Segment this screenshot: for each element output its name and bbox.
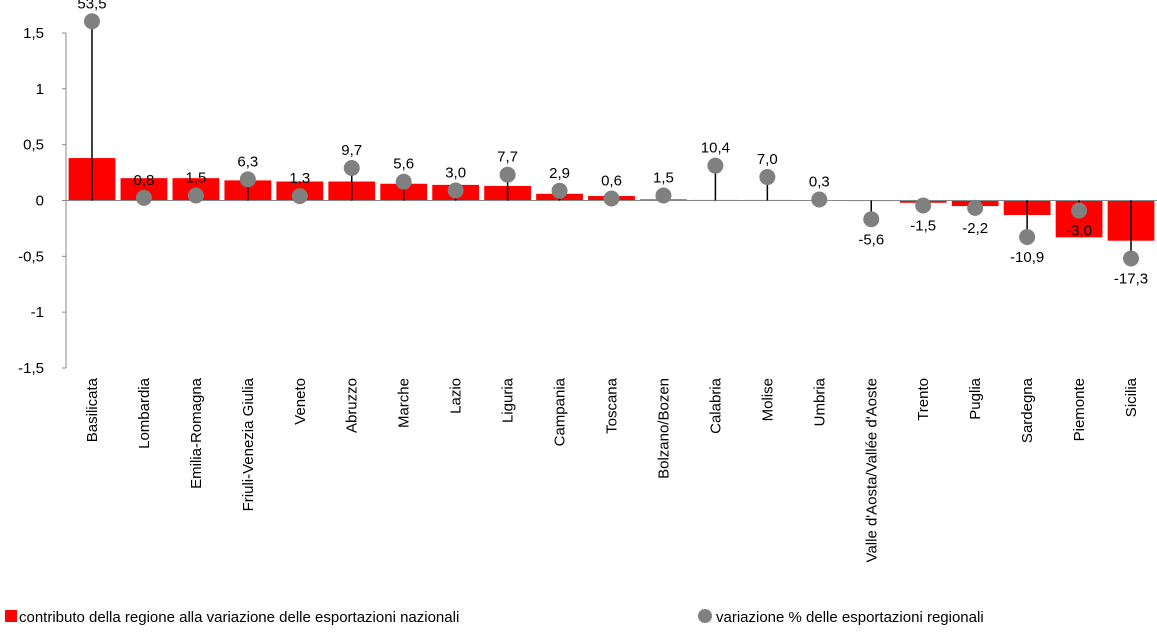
dot bbox=[448, 182, 464, 198]
x-tick-label: Emilia-Romagna bbox=[188, 377, 205, 489]
dot bbox=[188, 187, 204, 203]
data-label: 0,8 bbox=[133, 172, 154, 189]
legend-swatch bbox=[5, 610, 17, 622]
data-label: 7,0 bbox=[757, 151, 778, 168]
data-label: 5,6 bbox=[393, 156, 414, 173]
x-tick-label: Toscana bbox=[604, 377, 621, 434]
x-tick-label: Valle d'Aosta/Vallée d'Aoste bbox=[863, 378, 880, 562]
dot bbox=[84, 13, 100, 29]
dot bbox=[707, 158, 723, 174]
x-tick-label: Friuli-Venezia Giulia bbox=[240, 377, 257, 511]
data-label: 1,3 bbox=[289, 170, 310, 187]
dot bbox=[967, 200, 983, 216]
dot bbox=[1071, 203, 1087, 219]
y-tick-label: -1,5 bbox=[18, 360, 44, 377]
dot bbox=[136, 190, 152, 206]
x-tick-label: Puglia bbox=[967, 377, 984, 419]
y-tick-label: 1 bbox=[36, 81, 44, 98]
x-tick-label: Liguria bbox=[500, 377, 517, 423]
x-tick-label: Lazio bbox=[448, 378, 465, 414]
x-tick-label: Lombardia bbox=[136, 377, 153, 449]
x-tick-label: Basilicata bbox=[84, 377, 101, 442]
legend-label: contributo della regione alla variazione… bbox=[19, 609, 459, 626]
data-label: -3,0 bbox=[1066, 223, 1092, 240]
dot bbox=[1123, 250, 1139, 266]
dot bbox=[811, 191, 827, 207]
x-tick-label: Sicilia bbox=[1123, 377, 1140, 417]
data-label: 53,5 bbox=[77, 0, 106, 12]
dot bbox=[292, 188, 308, 204]
data-label: 1,5 bbox=[653, 169, 674, 186]
dot bbox=[240, 171, 256, 187]
x-tick-label: Bolzano/Bozen bbox=[655, 378, 672, 479]
data-label: 9,7 bbox=[341, 142, 362, 159]
x-tick-label: Molise bbox=[759, 378, 776, 421]
dot bbox=[915, 198, 931, 214]
dot bbox=[396, 174, 412, 190]
data-label: 6,3 bbox=[237, 153, 258, 170]
data-label: 3,0 bbox=[445, 164, 466, 181]
data-label: -10,9 bbox=[1010, 249, 1044, 266]
x-tick-label: Campania bbox=[552, 377, 569, 446]
x-tick-label: Veneto bbox=[292, 378, 309, 425]
data-label: 0,3 bbox=[809, 173, 830, 190]
data-label: -17,3 bbox=[1114, 270, 1148, 287]
legend-swatch bbox=[698, 609, 712, 623]
data-label: -5,6 bbox=[858, 231, 884, 248]
data-label: 2,9 bbox=[549, 165, 570, 182]
legend-label: variazione % delle esportazioni regional… bbox=[716, 609, 984, 626]
x-tick-label: Sardegna bbox=[1019, 377, 1036, 443]
data-label: -2,2 bbox=[962, 220, 988, 237]
data-label: 7,7 bbox=[497, 149, 518, 166]
data-label: 0,6 bbox=[601, 172, 622, 189]
data-label: 1,5 bbox=[185, 169, 206, 186]
dot bbox=[500, 167, 516, 183]
dot bbox=[1019, 229, 1035, 245]
x-tick-label: Umbria bbox=[811, 377, 828, 426]
dot bbox=[655, 187, 671, 203]
dot bbox=[344, 160, 360, 176]
y-tick-label: 0,5 bbox=[23, 137, 44, 154]
dot bbox=[604, 190, 620, 206]
x-tick-label: Abruzzo bbox=[344, 378, 361, 433]
y-tick-label: 1,5 bbox=[23, 25, 44, 42]
x-tick-label: Piemonte bbox=[1071, 378, 1088, 441]
x-tick-label: Calabria bbox=[707, 377, 724, 434]
y-tick-label: 0 bbox=[36, 193, 44, 210]
dot bbox=[552, 183, 568, 199]
data-label: 10,4 bbox=[701, 140, 730, 157]
dot bbox=[863, 211, 879, 227]
y-tick-label: -0,5 bbox=[18, 248, 44, 265]
data-label: -1,5 bbox=[910, 218, 936, 235]
x-tick-label: Trento bbox=[915, 378, 932, 421]
y-tick-label: -1 bbox=[31, 304, 44, 321]
x-tick-label: Marche bbox=[396, 378, 413, 428]
dot bbox=[759, 169, 775, 185]
